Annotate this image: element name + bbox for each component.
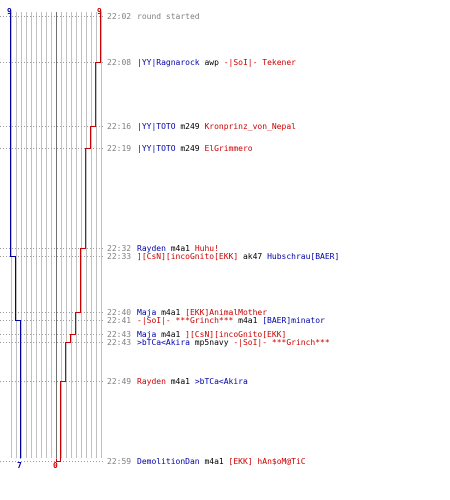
red-end-score: 0: [53, 461, 58, 470]
kill-text: Rayden m4a1 Huhu!: [137, 244, 219, 253]
blue-end-score: 7: [17, 461, 22, 470]
kill-row: 22:32 Rayden m4a1 Huhu!: [107, 244, 219, 253]
kill-text: |YY|TOTO m249 ElGrimmero: [137, 144, 253, 153]
weapon-name: ak47: [238, 252, 267, 261]
victim-name: >bTCa<Akira: [195, 377, 248, 386]
weapon-name: m4a1: [166, 244, 195, 253]
weapon-name: m249: [176, 122, 205, 131]
score-labels: 9 9 7 0: [7, 7, 102, 470]
red-team-score-line: [56, 12, 101, 462]
killer-name: Maja: [137, 330, 156, 339]
kill-text: Maja m4a1 [EKK]AnimalMother: [137, 308, 267, 317]
kill-time: 22:19: [107, 144, 131, 153]
kill-time: 22:49: [107, 377, 131, 386]
kill-row: 22:16 |YY|TOTO m249 Kronprinz_von_Nepal: [107, 122, 296, 131]
kill-text: Maja m4a1 ][CsN][incoGnito[EKK]: [137, 330, 286, 339]
kill-row: 22:33 ][CsN][incoGnito[EKK] ak47 Hubschra…: [107, 252, 339, 261]
kill-row: 22:40 Maja m4a1 [EKK]AnimalMother: [107, 308, 267, 317]
victim-name: [BAER]minator: [262, 316, 325, 325]
killer-name: Maja: [137, 308, 156, 317]
killer-name: DemolitionDan: [137, 457, 200, 466]
killer-name: |YY|TOTO: [137, 144, 176, 153]
kill-row: 22:43 >bTCa<Akira mp5navy -|SoI|- ***Grin…: [107, 338, 330, 347]
weapon-name: m4a1: [233, 316, 262, 325]
weapon-name: m4a1: [156, 330, 185, 339]
time-ticks: [0, 16, 105, 462]
victim-name: Hubschrau[BAER]: [267, 252, 339, 261]
kill-text: DemolitionDan m4a1 [EKK] hAn$oM@TiC: [137, 457, 306, 466]
kill-time: 22:40: [107, 308, 131, 317]
red-start-score: 9: [97, 7, 102, 16]
kill-row: 22:41 -|SoI|- ***Grinch*** m4a1 [BAER]min…: [107, 316, 325, 325]
kill-text: |YY|Ragnarock awp -|SoI|- Tekener: [137, 58, 296, 67]
event-text: round started: [137, 12, 200, 21]
kill-row: 22:43 Maja m4a1 ][CsN][incoGnito[EKK]: [107, 330, 286, 339]
kill-text: Rayden m4a1 >bTCa<Akira: [137, 377, 248, 386]
kill-time: 22:59: [107, 457, 131, 466]
kill-text: >bTCa<Akira mp5navy -|SoI|- ***Grinch***: [137, 338, 330, 347]
victim-name: [EKK] hAn$oM@TiC: [229, 457, 306, 466]
victim-name: Huhu!: [195, 244, 219, 253]
victim-name: ][CsN][incoGnito[EKK]: [185, 330, 286, 339]
kill-text: ][CsN][incoGnito[EKK] ak47 Hubschrau[BAE…: [137, 252, 339, 261]
kill-time: 22:43: [107, 338, 131, 347]
kill-text: -|SoI|- ***Grinch*** m4a1 [BAER]minator: [137, 316, 325, 325]
victim-name: -|SoI|- ***Grinch***: [233, 338, 330, 347]
killer-name: ][CsN][incoGnito[EKK]: [137, 252, 238, 261]
weapon-name: mp5navy: [190, 338, 233, 347]
kill-time: 22:16: [107, 122, 131, 131]
killer-name: -|SoI|- ***Grinch***: [137, 316, 234, 325]
kill-time: 22:33: [107, 252, 131, 261]
weapon-name: m4a1: [156, 308, 185, 317]
kill-row: 22:49 Rayden m4a1 >bTCa<Akira: [107, 377, 248, 386]
kill-time: 22:41: [107, 316, 131, 325]
blue-start-score: 9: [7, 7, 12, 16]
kill-row: 22:59 DemolitionDan m4a1 [EKK] hAn$oM@TiC: [107, 457, 306, 466]
killer-name: |YY|Ragnarock: [137, 58, 200, 67]
victim-name: [EKK]AnimalMother: [185, 308, 267, 317]
killer-name: >bTCa<Akira: [137, 338, 190, 347]
score-grid: [11, 12, 102, 458]
kill-time: 22:08: [107, 58, 131, 67]
kill-time: 22:32: [107, 244, 131, 253]
victim-name: ElGrimmero: [204, 144, 252, 153]
victim-name: -|SoI|- Tekener: [224, 58, 296, 67]
round-start-row: 22:02 round started: [107, 12, 200, 21]
kill-time: 22:43: [107, 330, 131, 339]
kill-row: 22:19 |YY|TOTO m249 ElGrimmero: [107, 144, 253, 153]
kill-text: |YY|TOTO m249 Kronprinz_von_Nepal: [137, 122, 296, 131]
killer-name: Rayden: [137, 244, 166, 253]
killer-name: Rayden: [137, 377, 166, 386]
weapon-name: m4a1: [166, 377, 195, 386]
victim-name: Kronprinz_von_Nepal: [204, 122, 296, 131]
kill-row: 22:08 |YY|Ragnarock awp -|SoI|- Tekener: [107, 58, 296, 67]
killer-name: |YY|TOTO: [137, 122, 176, 131]
blue-team-score-line: [10, 12, 21, 459]
weapon-name: m249: [176, 144, 205, 153]
weapon-name: awp: [200, 58, 224, 67]
kill-events: 22:08 |YY|Ragnarock awp -|SoI|- Tekener22…: [107, 58, 339, 466]
weapon-name: m4a1: [200, 457, 229, 466]
event-time: 22:02: [107, 12, 131, 21]
